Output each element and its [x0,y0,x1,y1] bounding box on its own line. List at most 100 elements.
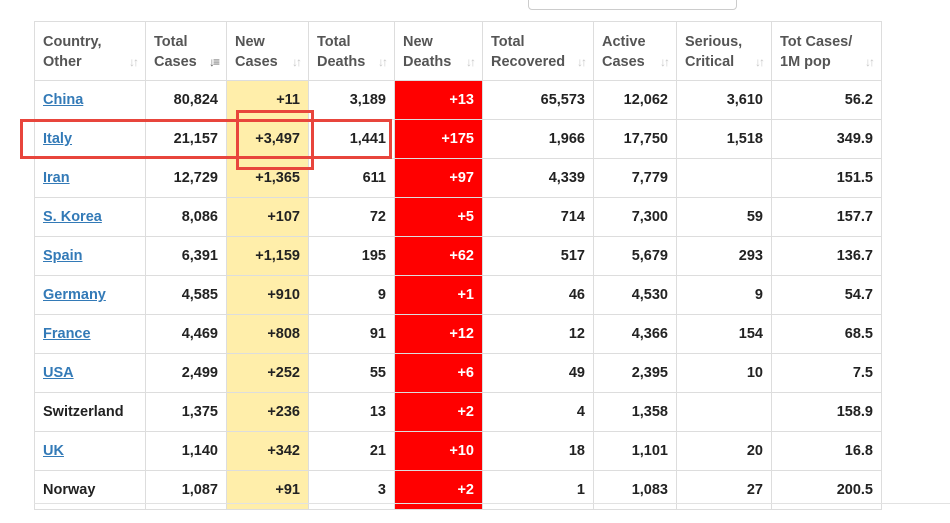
country-name: Switzerland [43,404,124,420]
cell-total-cases: 1,375 [145,392,227,432]
column-header-total-cases[interactable]: Total Cases ↓≡ [145,21,227,81]
cell-serious-critical: 9 [676,275,772,315]
cell-total-deaths: 9 [308,275,395,315]
cell-new-deaths: +1 [394,275,483,315]
cell-country[interactable]: France [34,314,146,354]
cell-country[interactable]: S. Korea [34,197,146,237]
table-row: Italy 21,157 +3,497 1,441 +175 1,966 17,750 1,5… [34,119,882,159]
column-header-country[interactable]: Country, Other ↓↑ [34,21,146,81]
column-header-new-deaths[interactable]: New Deaths ↓↑ [394,21,483,81]
column-header-new-cases[interactable]: New Cases ↓↑ [226,21,309,81]
cell-country[interactable]: Germany [34,275,146,315]
cell-new-deaths: +6 [394,353,483,393]
country-link[interactable]: Germany [43,287,106,303]
cell-total-cases: 12,729 [145,158,227,198]
cell-serious-critical: 59 [676,197,772,237]
cell-new-deaths: +62 [394,236,483,276]
cell-total-cases: 4,585 [145,275,227,315]
table-row: Spain 6,391 +1,159 195 +62 517 5,679 293 136.7 [34,236,882,276]
cell-new-cases: +11 [226,80,309,120]
cell-serious-critical: 3,610 [676,80,772,120]
cell-total-cases: 8,086 [145,197,227,237]
sort-icon[interactable]: ↓↑ [292,55,302,69]
table-row: S. Korea 8,086 +107 72 +5 714 7,300 59 157.7 [34,197,882,237]
cell-total-deaths: 55 [308,353,395,393]
cell-new-cases: +808 [226,314,309,354]
cell-country[interactable]: Italy [34,119,146,159]
cell-tot-cases-1m: 349.9 [771,119,882,159]
cell-country[interactable]: Iran [34,158,146,198]
country-name: Norway [43,482,96,498]
sort-icon[interactable]: ↓↑ [865,55,875,69]
cell-active-cases: 4,366 [593,314,677,354]
cell-tot-cases-1m: 56.2 [771,80,882,120]
column-header-active-cases[interactable]: Active Cases ↓↑ [593,21,677,81]
country-link[interactable]: Spain [43,248,83,264]
column-header-label: New Cases [235,34,278,70]
table-row: UK 1,140 +342 21 +10 18 1,101 20 16.8 [34,431,882,471]
cell-tot-cases-1m: 68.5 [771,314,882,354]
column-header-total-deaths[interactable]: Total Deaths ↓↑ [308,21,395,81]
column-header-label: Total Deaths [317,34,366,70]
cell-total-recovered: 4 [482,392,594,432]
country-link[interactable]: Italy [43,131,73,147]
cell-active-cases: 5,679 [593,236,677,276]
cell-new-cases: +1,365 [226,158,309,198]
cell-total-recovered: 18 [482,431,594,471]
cell-country[interactable]: China [34,80,146,120]
cell-new-cases: +236 [226,392,309,432]
cell-total-deaths: 72 [308,197,395,237]
table-row: Germany 4,585 +910 9 +1 46 4,530 9 54.7 [34,275,882,315]
sort-desc-icon[interactable]: ↓≡ [208,55,220,69]
cell-total-cases: 1,140 [145,431,227,471]
country-link[interactable]: Iran [43,170,70,186]
sort-icon[interactable]: ↓↑ [466,55,476,69]
cell-total-recovered: 1,966 [482,119,594,159]
cell-total-recovered: 46 [482,275,594,315]
cell-serious-critical: 154 [676,314,772,354]
cell-serious-critical: 20 [676,431,772,471]
cell-serious-critical [676,158,772,198]
cell-new-deaths: +13 [394,80,483,120]
cell-serious-critical: 293 [676,236,772,276]
column-header-label: New Deaths [403,34,452,70]
cell-active-cases: 17,750 [593,119,677,159]
sort-icon[interactable]: ↓↑ [660,55,670,69]
cell-total-deaths: 91 [308,314,395,354]
column-header-label: Total Cases [154,34,197,70]
sort-icon[interactable]: ↓↑ [378,55,388,69]
cell-total-deaths: 1,441 [308,119,395,159]
table-header-row: Country, Other ↓↑ Total Cases ↓≡ New Cases ↓↑… [34,21,882,81]
column-header-label: Serious, Critical [685,34,743,70]
cell-total-recovered: 4,339 [482,158,594,198]
table-row: France 4,469 +808 91 +12 12 4,366 154 68.5 [34,314,882,354]
cell-country: Switzerland [34,392,146,432]
column-header-total-recovered[interactable]: Total Recovered ↓↑ [482,21,594,81]
column-header-label: Active Cases [602,34,646,70]
cell-total-deaths: 3,189 [308,80,395,120]
cell-country[interactable]: USA [34,353,146,393]
sort-icon[interactable]: ↓↑ [577,55,587,69]
column-header-serious-critical[interactable]: Serious, Critical ↓↑ [676,21,772,81]
column-header-tot-cases-1m[interactable]: Tot Cases/ 1M pop ↓↑ [771,21,882,81]
cell-tot-cases-1m: 16.8 [771,431,882,471]
country-link[interactable]: S. Korea [43,209,102,225]
table-row: USA 2,499 +252 55 +6 49 2,395 10 7.5 [34,353,882,393]
search-input[interactable] [528,0,737,10]
cell-total-recovered: 12 [482,314,594,354]
country-link[interactable]: China [43,92,84,108]
country-link[interactable]: USA [43,365,74,381]
cell-total-cases: 4,469 [145,314,227,354]
sort-icon[interactable]: ↓↑ [129,55,139,69]
cell-new-deaths: +97 [394,158,483,198]
cell-new-cases: +1,159 [226,236,309,276]
country-link[interactable]: France [43,326,91,342]
column-header-label: Tot Cases/ 1M pop [780,34,853,70]
country-link[interactable]: UK [43,443,64,459]
cell-active-cases: 4,530 [593,275,677,315]
cell-active-cases: 12,062 [593,80,677,120]
cell-tot-cases-1m: 157.7 [771,197,882,237]
cell-country[interactable]: UK [34,431,146,471]
cell-country[interactable]: Spain [34,236,146,276]
sort-icon[interactable]: ↓↑ [755,55,765,69]
